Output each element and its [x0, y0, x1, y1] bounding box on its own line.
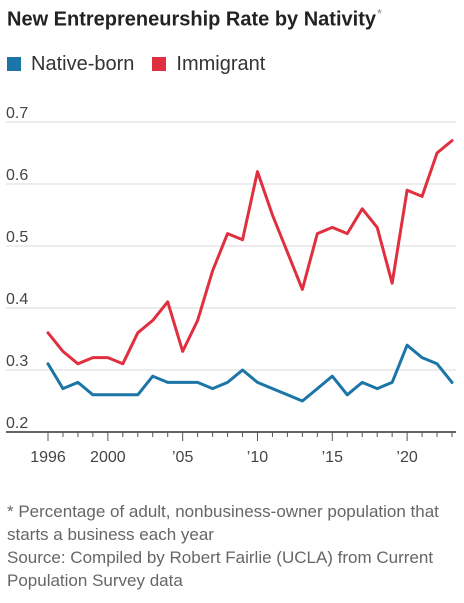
x-tick-label: ’15: [322, 449, 343, 466]
series-line-immigrant: [48, 141, 452, 364]
x-tick-label: ’05: [172, 449, 193, 466]
footnote-text: * Percentage of adult, nonbusiness-owner…: [7, 500, 457, 546]
y-tick-label: 0.4: [6, 291, 28, 308]
y-tick-label: 0.2: [6, 415, 28, 432]
y-tick-label: 0.6: [6, 167, 28, 184]
x-tick-label: 2000: [90, 449, 126, 466]
y-tick-label: 0.3: [6, 353, 28, 370]
x-tick-label: ’20: [396, 449, 417, 466]
line-chart: 0.2 0.3 0.4 0.5 0.6 0.7 1996 2000 ’05 ’10 ’15 ’20: [0, 0, 464, 500]
y-tick-label: 0.5: [6, 229, 28, 246]
x-tick-label: ’10: [247, 449, 268, 466]
x-tick-label: 1996: [30, 449, 66, 466]
source-text: Source: Compiled by Robert Fairlie (UCLA…: [7, 546, 457, 592]
y-tick-label: 0.7: [6, 105, 28, 122]
chart-notes: * Percentage of adult, nonbusiness-owner…: [7, 500, 457, 592]
series-line-native-born: [48, 345, 452, 401]
